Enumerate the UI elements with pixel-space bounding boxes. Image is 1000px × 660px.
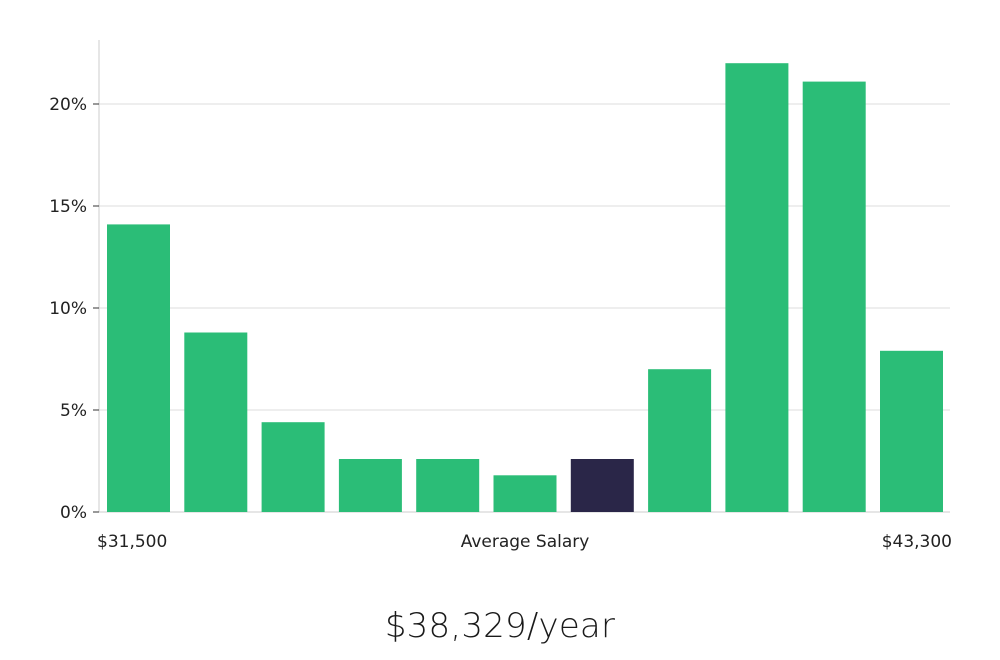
x-label-center: Average Salary: [461, 532, 590, 552]
average-salary-headline: $38,329/year: [384, 606, 616, 646]
y-tick-label: 15%: [49, 197, 87, 217]
x-label-left: $31,500: [97, 532, 167, 552]
bar-highlighted: [570, 459, 634, 512]
bar: [648, 369, 712, 512]
bar: [261, 422, 325, 512]
bar: [416, 459, 480, 512]
y-tick-label: 10%: [49, 299, 87, 319]
salary-histogram: 0% 5% 10% 15% 20% $31,500 Average Salary $43…: [49, 40, 952, 552]
bar: [725, 63, 789, 512]
bars: [107, 63, 943, 512]
bar: [107, 224, 170, 512]
bar: [184, 332, 248, 512]
bar: [802, 81, 866, 512]
bar: [338, 459, 402, 512]
y-tick-label: 5%: [60, 401, 87, 421]
x-label-right: $43,300: [882, 532, 952, 552]
bar: [880, 350, 943, 512]
y-tick-label: 20%: [49, 95, 87, 115]
y-tick-label: 0%: [60, 503, 87, 523]
bar: [493, 475, 557, 512]
y-tick-labels: 0% 5% 10% 15% 20%: [49, 95, 99, 523]
